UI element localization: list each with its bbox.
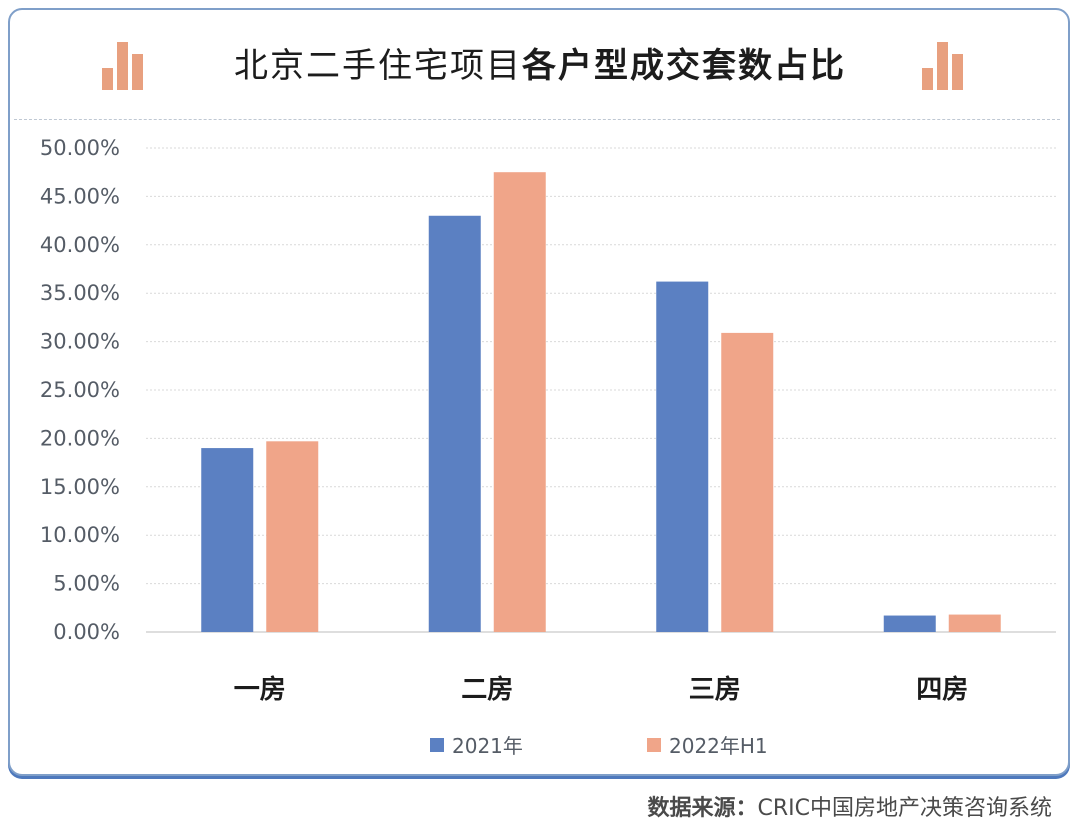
bar-chart-icon [102,42,143,90]
legend-item-2022h1: 2022年H1 [647,730,768,759]
bar-2022h1 [266,441,319,632]
legend-swatch-2021 [430,737,444,752]
bar-2021 [201,448,254,632]
title-part-regular: 北京二手住宅项目 [234,46,522,86]
y-tick-label: 20.00% [40,426,120,450]
bar-2022h1 [493,172,546,632]
bar-chart: 0.00% 5.00% 10.00% 15.00% 20.00% 25.00% 30.00%… [40,136,1056,705]
x-tick-label: 一房 [234,675,286,705]
source-label: 数据来源： [647,796,758,821]
y-tick-label: 15.00% [40,475,120,499]
title-divider [14,119,1060,120]
y-tick-label: 40.00% [40,233,120,257]
legend-item-2021: 2021年 [430,730,523,759]
bar-2021 [656,281,709,632]
y-tick-label: 45.00% [40,184,120,208]
y-tick-label: 10.00% [40,523,120,547]
y-tick-label: 50.00% [40,136,120,160]
data-source: 数据来源：CRIC中国房地产决策咨询系统 [647,790,1052,822]
x-tick-label: 三房 [689,675,741,705]
y-tick-label: 25.00% [40,378,120,402]
y-tick-label: 30.00% [40,330,120,354]
y-tick-label: 35.00% [40,281,120,305]
bar-2022h1 [721,332,774,632]
y-tick-label: 0.00% [53,620,120,644]
title-part-bold: 各户型成交套数占比 [522,46,846,86]
x-tick-label: 二房 [461,675,513,705]
source-text: CRIC中国房地产决策咨询系统 [757,796,1053,821]
bar-2022h1 [948,614,1001,632]
bar-2021 [428,215,481,632]
chart-title: 北京二手住宅项目各户型成交套数占比 [0,36,1080,96]
bar-2021 [883,615,936,632]
x-tick-label: 四房 [916,675,968,705]
legend-swatch-2022h1 [647,737,661,752]
legend-label-2021: 2021年 [452,734,523,758]
y-tick-label: 5.00% [53,572,120,596]
bar-chart-icon [922,42,963,90]
chart-legend: 2021年 2022年H1 [0,730,1080,760]
legend-label-2022h1: 2022年H1 [669,734,768,758]
